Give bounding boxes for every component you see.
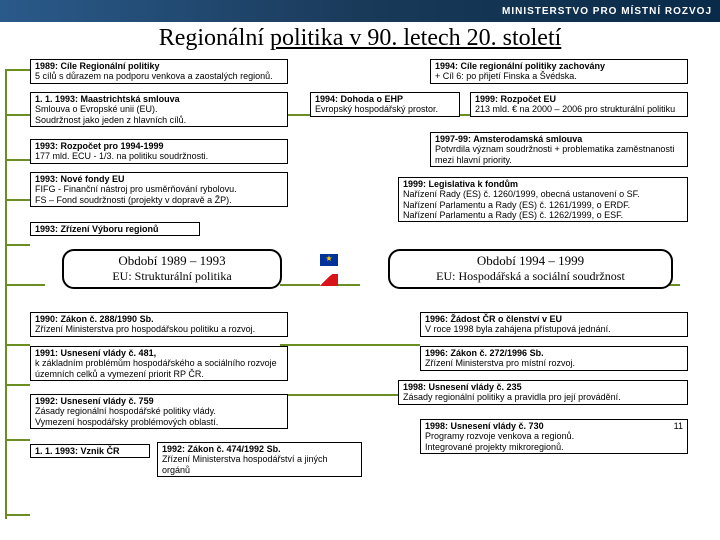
connector — [5, 284, 45, 286]
connector — [5, 344, 30, 346]
eu-flag-icon: ★ — [320, 254, 338, 266]
box-1998-usneseni730: 1998: Usnesení vlády č. 73011Programy ro… — [420, 419, 688, 454]
connector — [280, 344, 420, 346]
connector — [5, 439, 30, 441]
connector — [5, 384, 30, 386]
box-1999-legislativa: 1999: Legislativa k fondůmNařízení Rady … — [398, 177, 688, 222]
ministry-banner: MINISTERSTVO PRO MÍSTNÍ ROZVOJ — [0, 0, 720, 22]
cz-flag-icon — [320, 274, 338, 286]
box-1992-zakon474: 1992: Zákon č. 474/1992 Sb.Zřízení Minis… — [157, 442, 362, 477]
box-1989-cile: 1989: Cíle Regionální politiky5 cílů s d… — [30, 59, 288, 84]
box-1994-ehp: 1994: Dohoda o EHPEvropský hospodářský p… — [310, 92, 460, 117]
box-1990-zakon: 1990: Zákon č. 288/1990 Sb.Zřízení Minis… — [30, 312, 288, 337]
connector — [5, 159, 30, 161]
page-number: 11 — [674, 421, 683, 431]
box-1993-vybor: 1993: Zřízení Výboru regionů — [30, 222, 200, 236]
box-1992-usneseni: 1992: Usnesení vlády č. 759Zásady region… — [30, 394, 288, 429]
connector — [5, 514, 30, 516]
period-1989-1993: Období 1989 – 1993 EU: Strukturální poli… — [62, 249, 282, 289]
connector — [5, 69, 7, 519]
connector — [5, 114, 30, 116]
box-1999-rozpocet: 1999: Rozpočet EU213 mld. € na 2000 – 20… — [470, 92, 688, 117]
box-1996-zadost: 1996: Žádost ČR o členství v EUV roce 19… — [420, 312, 688, 337]
period-1994-1999: Období 1994 – 1999 EU: Hospodářská a soc… — [388, 249, 673, 289]
box-1993-vznik-cr: 1. 1. 1993: Vznik ČR — [30, 444, 150, 458]
box-1991-usneseni: 1991: Usnesení vlády č. 481,k základním … — [30, 346, 288, 381]
box-1993-fondy: 1993: Nové fondy EUFIFG - Finanční nástr… — [30, 172, 288, 207]
connector — [5, 244, 30, 246]
box-1993-maastricht: 1. 1. 1993: Maastrichtská smlouvaSmlouva… — [30, 92, 288, 127]
box-1994-cile: 1994: Cíle regionální politiky zachovány… — [430, 59, 688, 84]
page-title: Regionální politika v 90. letech 20. sto… — [0, 22, 720, 54]
connector — [5, 69, 30, 71]
box-1998-usneseni235: 1998: Usnesení vlády č. 235Zásady region… — [398, 380, 688, 405]
connector — [5, 199, 30, 201]
box-1996-zakon272: 1996: Zákon č. 272/1996 Sb.Zřízení Minis… — [420, 346, 688, 371]
box-amsterdam: 1997-99: Amsterodamská smlouvaPotvrdila … — [430, 132, 688, 167]
text: Smlouva o Evropské unii (EU). Soudržnost… — [35, 104, 186, 124]
box-1993-rozpocet: 1993: Rozpočet pro 1994-1999177 mld. ECU… — [30, 139, 288, 164]
